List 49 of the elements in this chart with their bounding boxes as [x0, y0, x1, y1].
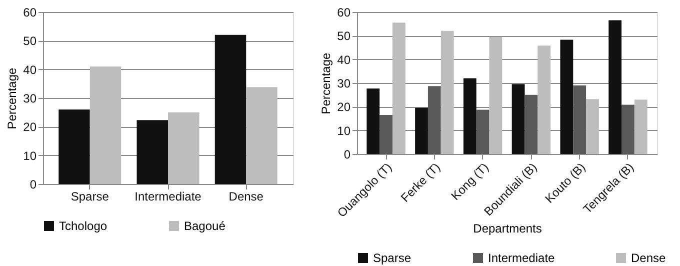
y-tick-label: 10: [337, 124, 351, 138]
bar: [489, 36, 502, 154]
bar: [366, 88, 380, 154]
bar: [608, 20, 622, 154]
x-axis-title: Departments: [473, 221, 542, 236]
x-tick-label: Dense: [228, 190, 264, 204]
legend-label: Bagoué: [184, 219, 226, 233]
y-tick-label: 30: [337, 76, 351, 90]
y-tick-label: 20: [337, 100, 351, 114]
bar: [634, 100, 648, 154]
bar: [440, 30, 454, 154]
bar: [214, 34, 246, 184]
bar: [512, 84, 525, 154]
legend-label: Intermediate: [488, 251, 556, 265]
legend-label: Dense: [631, 251, 666, 265]
bar: [90, 66, 122, 184]
x-tick-label: Intermediate: [134, 190, 202, 204]
bar: [428, 86, 441, 154]
y-tick-label: 50: [337, 29, 351, 44]
y-tick-label: 60: [23, 6, 37, 20]
bar: [538, 46, 551, 154]
bar: [380, 114, 392, 154]
bar: [246, 87, 278, 184]
y-tick-label: 40: [337, 52, 351, 67]
bar: [415, 108, 428, 154]
bar: [392, 22, 406, 154]
bar: [573, 85, 586, 154]
y-tick-label: 50: [23, 34, 37, 48]
bar: [476, 110, 490, 154]
y-tick-label: 10: [23, 148, 37, 163]
legend-label: Sparse: [373, 251, 412, 265]
x-tick-label: Sparse: [70, 190, 110, 204]
y-tick-label: 0: [30, 178, 37, 192]
bar: [586, 99, 599, 154]
legend-label: Tchologo: [59, 219, 108, 233]
y-tick-label: 60: [337, 6, 351, 20]
bar: [622, 104, 634, 154]
y-axis-title: Percentage: [319, 52, 334, 114]
bar: [524, 94, 538, 154]
y-axis-title: Percentage: [5, 67, 20, 130]
bar: [58, 109, 90, 184]
y-tick-label: 0: [344, 148, 351, 162]
bar: [560, 40, 574, 154]
bar: [136, 120, 168, 184]
y-tick-label: 30: [23, 92, 37, 106]
bar: [168, 112, 200, 184]
y-tick-label: 20: [23, 120, 37, 134]
y-tick-label: 40: [23, 62, 37, 77]
bar: [463, 78, 476, 154]
